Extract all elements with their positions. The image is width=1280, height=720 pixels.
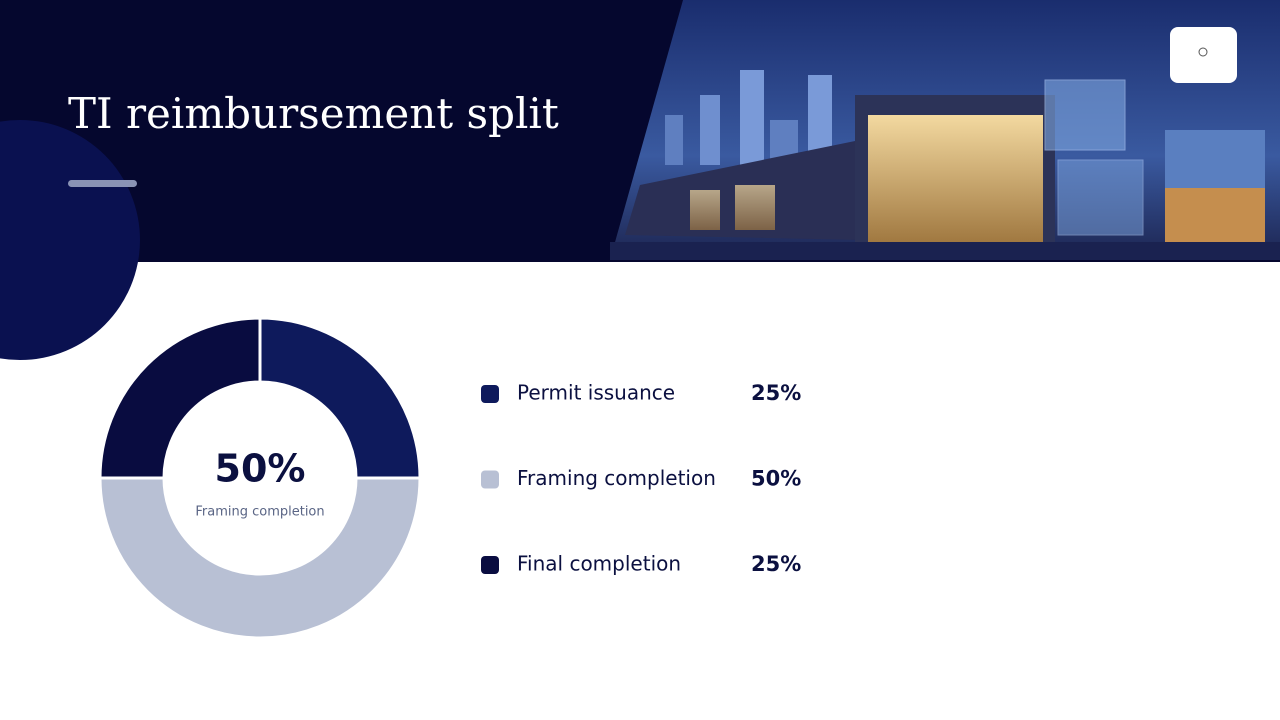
legend-swatch (481, 385, 499, 403)
legend-swatch (481, 470, 499, 489)
legend-label: Permit issuance (517, 381, 675, 405)
donut-slice (98, 476, 422, 640)
legend-value: 50% (751, 467, 801, 491)
legend-value: 25% (751, 381, 801, 405)
legend-value: 25% (751, 552, 801, 576)
legend-label: Framing completion (517, 466, 716, 490)
logo (1170, 27, 1237, 83)
legend-label: Final completion (517, 552, 681, 576)
title-underline (68, 180, 137, 187)
legend-swatch (481, 556, 499, 574)
header-image (610, 0, 1280, 260)
center-value: 50% (215, 447, 306, 491)
center-label: Framing completion (195, 505, 324, 520)
donut-slice (98, 316, 262, 480)
logo-mark (1198, 47, 1208, 57)
chart-title: TI reimbursement split (68, 89, 559, 138)
donut-slice (258, 316, 422, 480)
